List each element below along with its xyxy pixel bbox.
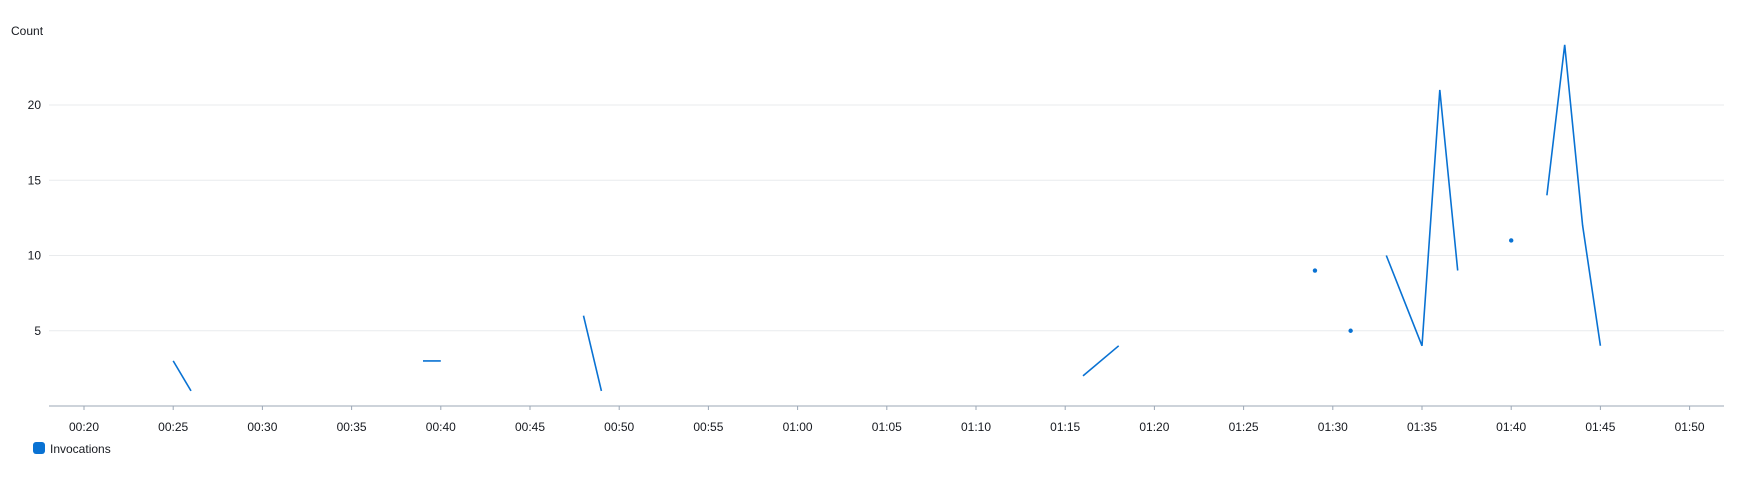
legend[interactable]: Invocations — [33, 442, 111, 456]
x-tick-label: 00:45 — [515, 420, 545, 434]
legend-label-invocations: Invocations — [50, 442, 111, 456]
series-line-segment[interactable] — [1385, 89, 1459, 347]
x-tick-label: 01:00 — [783, 420, 813, 434]
x-tick-label: 00:25 — [158, 420, 188, 434]
x-tick-label: 01:40 — [1496, 420, 1526, 434]
x-tick-label: 00:20 — [69, 420, 99, 434]
x-tick-label: 00:35 — [337, 420, 367, 434]
x-tick-label: 01:50 — [1675, 420, 1705, 434]
x-tick-label: 00:30 — [247, 420, 277, 434]
legend-swatch-invocations — [33, 442, 45, 454]
gridlines — [49, 104, 1724, 332]
y-tick-label: 10 — [28, 249, 42, 263]
series-line-segment[interactable] — [1546, 44, 1602, 346]
series-line-segment[interactable] — [582, 315, 603, 392]
x-tick-label: 01:35 — [1407, 420, 1437, 434]
y-axis-unit-label: Count — [11, 24, 44, 38]
x-tick-label: 01:25 — [1229, 420, 1259, 434]
series-line-segment[interactable] — [1082, 345, 1120, 377]
y-tick-label: 5 — [34, 324, 41, 338]
series-invocations — [172, 44, 1602, 392]
data-point[interactable] — [1348, 328, 1353, 333]
x-tick-label: 01:10 — [961, 420, 991, 434]
x-tick-label: 01:15 — [1050, 420, 1080, 434]
series-line-segment[interactable] — [172, 360, 192, 392]
y-axis-ticks: 5 10 15 20 — [28, 98, 42, 338]
data-point[interactable] — [1312, 268, 1318, 273]
x-tick-label: 01:05 — [872, 420, 902, 434]
x-tick-label: 00:40 — [426, 420, 456, 434]
y-tick-label: 15 — [28, 173, 42, 187]
x-axis-ticks: 00:20 00:25 00:30 00:35 00:40 00:45 00:50 00:55… — [69, 406, 1705, 434]
x-tick-label: 01:20 — [1139, 420, 1169, 434]
x-tick-label: 01:30 — [1318, 420, 1348, 434]
y-tick-label: 20 — [28, 98, 42, 112]
data-point[interactable] — [1509, 238, 1514, 243]
x-tick-label: 01:45 — [1585, 420, 1615, 434]
x-tick-label: 00:50 — [604, 420, 634, 434]
x-tick-label: 00:55 — [693, 420, 723, 434]
